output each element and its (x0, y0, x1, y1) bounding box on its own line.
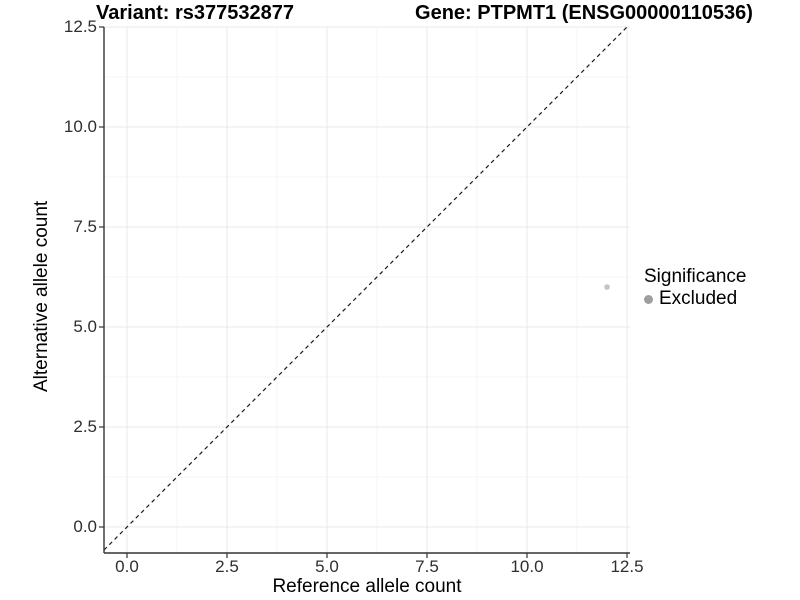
legend: Significance Excluded (644, 265, 746, 310)
x-tick-label: 12.5 (610, 557, 644, 576)
legend-title: Significance (644, 266, 747, 287)
legend-key-dot-icon (644, 294, 653, 304)
y-tick-label: 12.5 (63, 17, 97, 36)
x-tick-label: 0.0 (115, 557, 139, 576)
data-point (604, 284, 610, 290)
x-tick-label: 2.5 (215, 557, 239, 576)
y-axis-title: Alternative allele count (31, 200, 52, 392)
plot-title-variant: Variant: rs377532877 (96, 2, 294, 24)
x-tick-label: 7.5 (415, 557, 439, 576)
x-tick-label: 5.0 (315, 557, 339, 576)
legend-item-label: Excluded (659, 288, 738, 309)
y-tick-label: 5.0 (73, 317, 97, 336)
x-axis-title: Reference allele count (272, 576, 462, 597)
legend-item-excluded: Excluded (644, 288, 746, 310)
y-tick-label: 10.0 (63, 117, 97, 136)
identity-line (103, 26, 628, 551)
plot-title-gene: Gene: PTPMT1 (ENSG00000110536) (415, 2, 753, 24)
x-tick-label: 10.0 (510, 557, 544, 576)
y-tick-label: 2.5 (73, 417, 97, 436)
y-tick-label: 0.0 (73, 517, 97, 536)
y-tick-label: 7.5 (73, 217, 97, 236)
